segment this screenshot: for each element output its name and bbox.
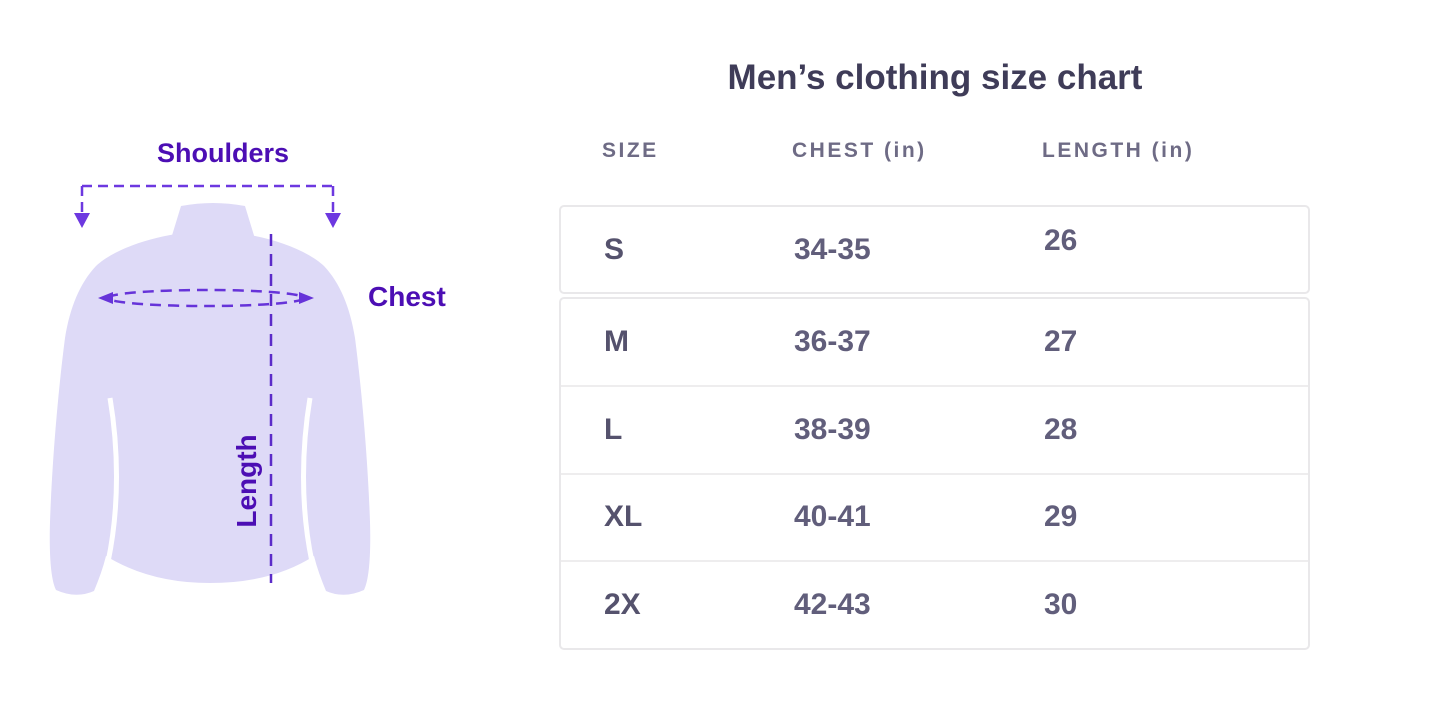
page-title: Men’s clothing size chart: [727, 58, 1143, 97]
table-row: S 34-35 26: [561, 207, 1308, 292]
cell-chest: 34-35: [794, 232, 871, 266]
size-table-first-box: S 34-35 26: [559, 205, 1310, 294]
table-row: XL 40-41 29: [561, 475, 1308, 563]
size-table-main-box: M 36-37 27 L 38-39 28 XL 40-41 29 2X 42-…: [559, 297, 1310, 650]
shoulders-arrow-right: [325, 213, 341, 228]
cell-length: 29: [1044, 500, 1078, 534]
cell-size: L: [604, 412, 623, 446]
table-row: L 38-39 28: [561, 387, 1308, 475]
cell-size: M: [604, 324, 629, 358]
cell-size: XL: [604, 500, 643, 534]
cell-chest: 42-43: [794, 588, 871, 622]
length-label: Length: [231, 434, 262, 528]
column-header-length: LENGTH (in): [1042, 139, 1195, 162]
chest-arrow-left: [98, 292, 113, 304]
cell-chest: 38-39: [794, 412, 871, 446]
chest-arrow-right: [299, 292, 314, 304]
chest-label: Chest: [368, 281, 446, 312]
shoulders-measure-line: [80, 184, 335, 214]
sleeve-crease-left: [105, 397, 119, 563]
cell-length: 30: [1044, 588, 1078, 622]
cell-chest: 36-37: [794, 324, 871, 358]
table-row: M 36-37 27: [561, 299, 1308, 387]
sleeve-crease-right: [301, 397, 315, 563]
table-header-row: SIZE CHEST (in) LENGTH (in): [559, 139, 1310, 163]
shirt-body: [49, 231, 371, 595]
column-header-size: SIZE: [602, 139, 659, 162]
shoulders-arrow-left: [74, 213, 90, 228]
table-row: 2X 42-43 30: [561, 562, 1308, 648]
cell-length: 28: [1044, 412, 1078, 446]
cell-size: 2X: [604, 588, 641, 622]
cell-chest: 40-41: [794, 500, 871, 534]
cell-size: S: [604, 232, 625, 266]
cell-length: 26: [1044, 223, 1078, 257]
column-header-chest: CHEST (in): [792, 139, 927, 162]
shoulders-label: Shoulders: [156, 138, 290, 168]
shirt-collar: [170, 203, 256, 242]
cell-length: 27: [1044, 324, 1078, 358]
